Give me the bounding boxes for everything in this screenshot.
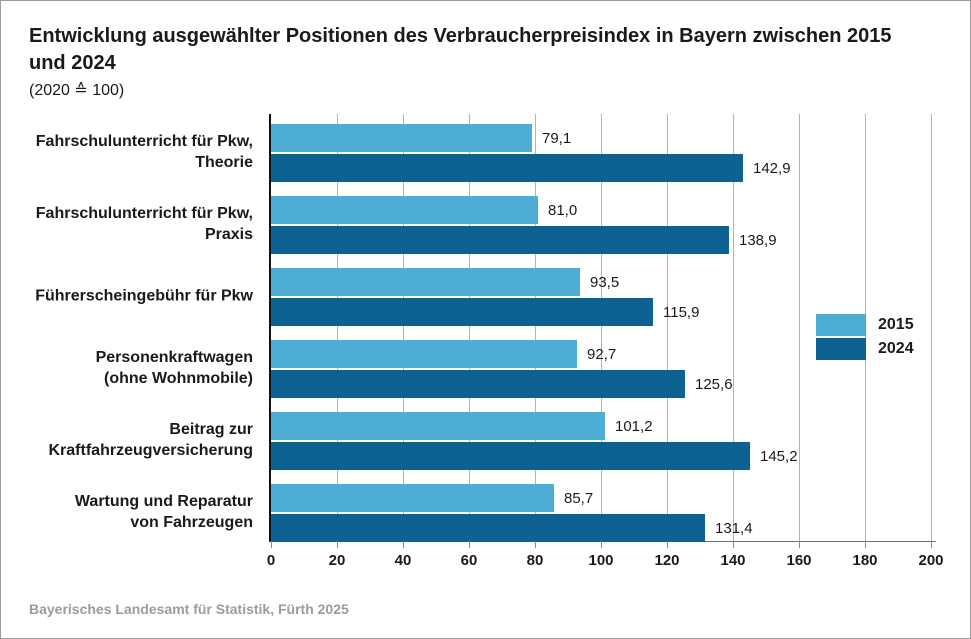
- gridlines: [271, 114, 936, 541]
- category-label: Fahrschulunterricht für Pkw, Theorie: [35, 133, 253, 171]
- chart-title: Entwicklung ausgewählter Positionen des …: [29, 25, 892, 74]
- value-label: 81,0: [548, 201, 578, 219]
- axis-tick-label: 140: [720, 552, 746, 569]
- axis-tick-label: 80: [526, 552, 544, 569]
- axis-tick: [403, 541, 404, 548]
- legend-swatch-2024: [816, 338, 866, 360]
- axis-tick-label: 200: [918, 552, 944, 569]
- gridline: [535, 114, 536, 541]
- bar-group: Fahrschulunterricht für Pkw, Theorie 79,1…: [36, 124, 936, 182]
- bar-2015: [271, 484, 554, 512]
- gridline: [667, 114, 668, 541]
- bar-2024: [271, 226, 729, 254]
- bar-row: 115,9: [271, 298, 936, 326]
- bar-row: 131,4: [271, 514, 936, 542]
- axis-tick-label: 100: [588, 552, 614, 569]
- gridline: [403, 114, 404, 541]
- bar-row: 92,7: [271, 340, 936, 368]
- axis-tick: [667, 541, 668, 548]
- value-label: 142,9: [753, 159, 791, 177]
- value-label: 145,2: [760, 447, 798, 465]
- axis-tick-label: 160: [786, 552, 812, 569]
- bar-row: 145,2: [271, 442, 936, 470]
- value-label: 85,7: [564, 489, 594, 507]
- legend: 2015 2024: [816, 314, 914, 362]
- gridline: [799, 114, 800, 541]
- value-label: 93,5: [590, 273, 620, 291]
- axis-tick: [865, 541, 866, 548]
- category-label: Beitrag zur Kraftfahrzeugversicherung: [48, 421, 254, 459]
- bar-group: Beitrag zur Kraftfahrzeugversicherung 101…: [49, 412, 936, 470]
- value-label: 125,6: [695, 375, 733, 393]
- value-label: 101,2: [615, 417, 653, 435]
- bar-2015: [271, 340, 577, 368]
- plot-area: Fahrschulunterricht für Pkw, Theorie 79,1…: [35, 114, 936, 542]
- value-label: 79,1: [542, 129, 572, 147]
- axis-tick: [535, 541, 536, 548]
- axis-tick-label: 180: [852, 552, 878, 569]
- axis-tick-label: 0: [266, 552, 276, 569]
- legend-row: 2024: [816, 338, 914, 360]
- legend-row: 2015: [816, 314, 914, 336]
- axis-tick: [799, 541, 800, 548]
- gridline: [931, 114, 932, 541]
- category-label: Führerscheingebühr für Pkw: [35, 287, 253, 305]
- bar-row: 81,0: [271, 196, 936, 224]
- gridline: [601, 114, 602, 541]
- bar-2015: [271, 124, 532, 152]
- bar-group: Personenkraftwagen (ohne Wohnmobile) 92,7…: [96, 340, 936, 398]
- bar-2024: [271, 370, 685, 398]
- bar-group: Führerscheingebühr für Pkw 93,5 115,9: [35, 268, 936, 326]
- bar-2024: [271, 442, 750, 470]
- value-label: 131,4: [715, 519, 753, 537]
- bar-row: 101,2: [271, 412, 936, 440]
- bar-chart: Fahrschulunterricht für Pkw, Theorie 79,1…: [35, 114, 944, 569]
- axis-tick: [271, 541, 272, 548]
- bar-row: 85,7: [271, 484, 936, 512]
- source-attribution: Bayerisches Landesamt für Statistik, Für…: [29, 601, 349, 617]
- axis-tick-label: 60: [460, 552, 478, 569]
- bar-row: 142,9: [271, 154, 936, 182]
- gridline: [733, 114, 734, 541]
- bar-row: 93,5: [271, 268, 936, 296]
- bar-row: 125,6: [271, 370, 936, 398]
- chart-subtitle: (2020 ≙ 100): [29, 82, 125, 99]
- bar-2015: [271, 268, 580, 296]
- axis-tick: [337, 541, 338, 548]
- axis-tick: [469, 541, 470, 548]
- value-label: 115,9: [663, 303, 700, 321]
- bar-2015: [271, 412, 605, 440]
- gridline: [469, 114, 470, 541]
- category-label: Personenkraftwagen (ohne Wohnmobile): [95, 349, 253, 387]
- axis-tick: [601, 541, 602, 548]
- category-label: Fahrschulunterricht für Pkw, Praxis: [35, 205, 253, 243]
- value-label: 92,7: [587, 345, 617, 363]
- axis-tick: [733, 541, 734, 548]
- bar-2024: [271, 514, 705, 542]
- bar-group: Fahrschulunterricht für Pkw, Praxis 81,0 1…: [36, 196, 936, 254]
- axis-tick-label: 120: [654, 552, 680, 569]
- bar-row: 79,1: [271, 124, 936, 152]
- value-label: 138,9: [739, 231, 777, 249]
- category-label: Wartung und Reparatur von Fahrzeugen: [74, 493, 253, 531]
- axis-tick: [931, 541, 932, 548]
- title-block: Entwicklung ausgewählter Positionen des …: [29, 23, 909, 100]
- legend-swatch-2015: [816, 314, 866, 336]
- axis-tick-label: 20: [328, 552, 346, 569]
- bar-row: 138,9: [271, 226, 936, 254]
- legend-label: 2024: [878, 340, 914, 357]
- bar-2024: [271, 298, 653, 326]
- gridline: [337, 114, 338, 541]
- bar-2024: [271, 154, 743, 182]
- axis-tick-label: 40: [394, 552, 412, 569]
- bar-2015: [271, 196, 538, 224]
- bar-group: Wartung und Reparatur von Fahrzeugen 85,7…: [75, 484, 936, 542]
- legend-label: 2015: [878, 316, 914, 333]
